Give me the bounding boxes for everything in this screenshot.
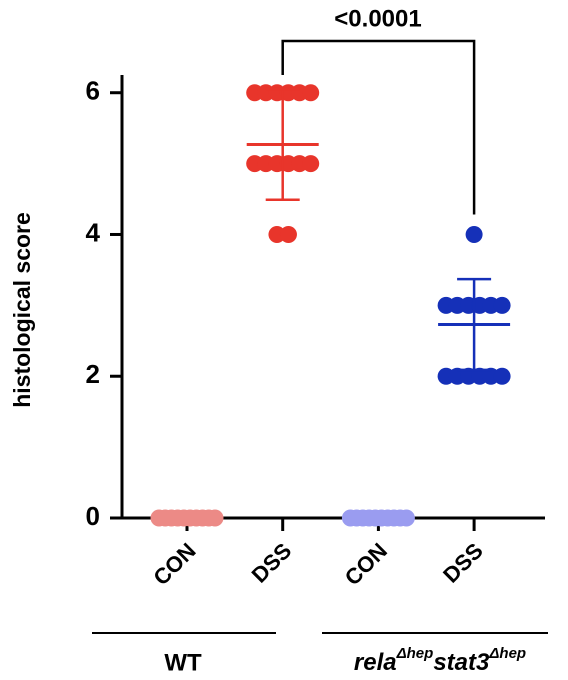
data-point (493, 296, 511, 314)
y-tick-label: 6 (86, 76, 100, 106)
significance-bracket (281, 39, 476, 215)
superscript: Δhep (488, 645, 526, 662)
y-tick-label: 0 (86, 501, 100, 531)
data-point (465, 225, 483, 243)
p-value: <0.0001 (334, 5, 421, 32)
group-label: relaΔhepstat3Δhep (354, 645, 526, 676)
gene: rela (354, 649, 397, 676)
data-point (302, 84, 320, 102)
y-tick-label: 4 (86, 217, 101, 247)
x-tick-label: CON (340, 538, 392, 590)
x-tick-label: DSS (247, 538, 297, 588)
data-point (302, 155, 320, 173)
y-tick-label: 2 (86, 359, 100, 389)
group-label: WT (164, 649, 202, 676)
data-point (279, 225, 297, 243)
data-point (493, 367, 511, 385)
x-tick-label: DSS (438, 538, 488, 588)
data-point (397, 509, 415, 527)
y-axis-label: histological score (9, 212, 35, 408)
gene: stat3 (433, 649, 490, 676)
data-point (206, 509, 224, 527)
x-tick-label: CON (148, 538, 200, 590)
superscript: Δhep (396, 645, 434, 662)
